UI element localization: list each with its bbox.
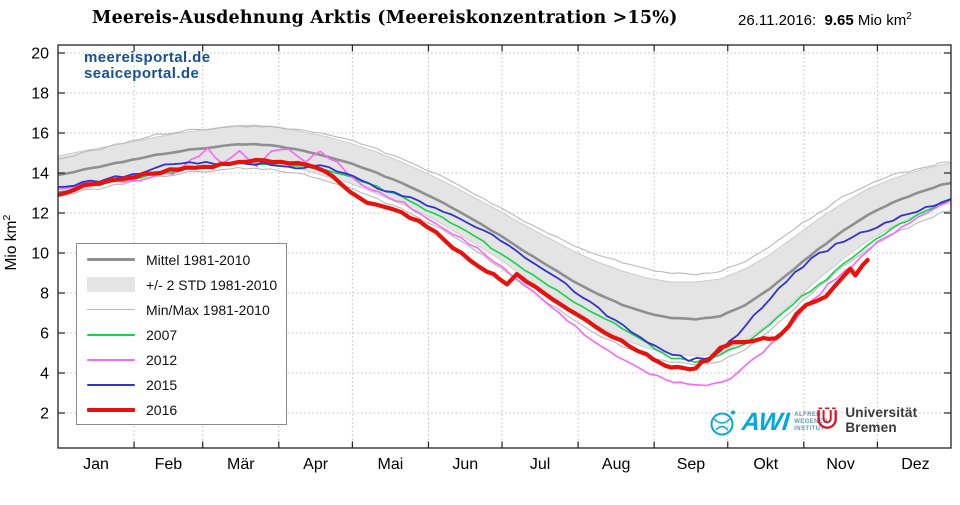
x-tick-label: Apr <box>303 456 329 473</box>
legend-label: 2016 <box>146 401 178 418</box>
legend-label: 2012 <box>146 351 178 368</box>
y-tick-label: 16 <box>31 126 49 143</box>
series-group <box>58 124 951 387</box>
x-tick-label: Aug <box>602 456 630 473</box>
legend-line-sample <box>87 308 135 311</box>
legend-item-2015: 2015 <box>77 372 286 397</box>
current-unit-exponent: 2 <box>906 11 912 22</box>
awi-logo: AWI ALFRED WEGENER INSTITUT <box>708 406 828 438</box>
y-tick-label: 4 <box>40 366 49 383</box>
y-tick-label: 2 <box>40 406 49 423</box>
legend-item-2012: 2012 <box>77 347 286 372</box>
legend-item-2016: 2016 <box>77 397 286 422</box>
current-date: 26.11.2016: <box>738 12 817 29</box>
y-tick-label: 10 <box>31 246 49 263</box>
plot-frame <box>57 44 952 449</box>
y-tick-label: 8 <box>40 286 49 303</box>
x-tick-label: Mai <box>378 456 404 473</box>
legend-label: +/- 2 STD 1981-2010 <box>146 276 278 293</box>
awi-text-line: ALFRED <box>794 411 821 418</box>
y-axis-label: Mio km2 <box>1 215 20 271</box>
legend-line-sample <box>87 333 135 336</box>
x-tick-label: Jul <box>530 456 550 473</box>
legend-label: Min/Max 1981-2010 <box>146 301 270 318</box>
legend-line-sample <box>87 383 135 386</box>
series-2016-line <box>58 157 870 372</box>
current-unit: Mio km <box>857 12 907 29</box>
legend-patch-sample <box>87 277 135 292</box>
x-tick-label: Mär <box>227 456 255 473</box>
watermark-line-2: seaiceportal.de <box>84 65 200 82</box>
awi-letters: AWI <box>740 407 791 436</box>
legend-line-sample <box>87 258 135 261</box>
y-tick-label: 12 <box>31 206 49 223</box>
uni-bremen-label: Universität Bremen <box>845 405 918 435</box>
x-tick-label: Okt <box>753 456 778 473</box>
series-max-1981-2010-line <box>58 125 951 276</box>
y-tick-label: 20 <box>31 46 49 63</box>
awi-institute-name: ALFRED WEGENER INSTITUT <box>794 412 828 433</box>
watermark-line-1: meereisportal.de <box>84 49 211 66</box>
series-min-1981-2010-line <box>58 166 951 366</box>
y-tick-label: 18 <box>31 86 49 103</box>
series-2015-line <box>58 160 951 362</box>
awi-text-line: INSTITUT <box>794 425 825 432</box>
awi-globe-icon <box>710 410 735 436</box>
x-tick-label: Dez <box>901 456 929 473</box>
legend-line-sample <box>87 407 135 412</box>
legend-item-min-max-1981-2010: Min/Max 1981-2010 <box>77 297 286 322</box>
x-tick-label: Feb <box>155 456 183 473</box>
y-tick-label: 6 <box>40 326 49 343</box>
watermark: meereisportal.de seaiceportal.de <box>84 50 210 82</box>
legend-item--2-std-1981-2010: +/- 2 STD 1981-2010 <box>77 272 286 297</box>
current-value-annotation: 26.11.2016: 9.65 Mio km2 <box>738 11 912 29</box>
x-tick-label: Sep <box>677 456 706 473</box>
uni-bremen-emblem-icon <box>817 407 837 429</box>
y-tick-label: 14 <box>31 166 49 183</box>
awi-text-line: WEGENER <box>794 418 829 425</box>
legend-label: 2007 <box>146 326 178 343</box>
legend-label: 2015 <box>146 376 178 393</box>
legend-item-2007: 2007 <box>77 322 286 347</box>
legend-item-mittel-1981-2010: Mittel 1981-2010 <box>77 247 286 272</box>
x-tick-label: Jan <box>83 456 109 473</box>
uni-bremen-logo: Universität Bremen <box>815 405 960 435</box>
legend-label: Mittel 1981-2010 <box>146 251 251 268</box>
chart-legend: Mittel 1981-2010 +/- 2 STD 1981-2010 Min/M… <box>76 243 287 425</box>
legend-line-sample <box>87 358 135 361</box>
chart-title: Meereis-Ausdehnung Arktis (Meereiskonzen… <box>92 8 678 28</box>
std-band <box>58 124 951 357</box>
x-tick-label: Jun <box>452 456 478 473</box>
x-tick-label: Nov <box>826 456 854 473</box>
current-value: 9.65 <box>824 12 854 29</box>
